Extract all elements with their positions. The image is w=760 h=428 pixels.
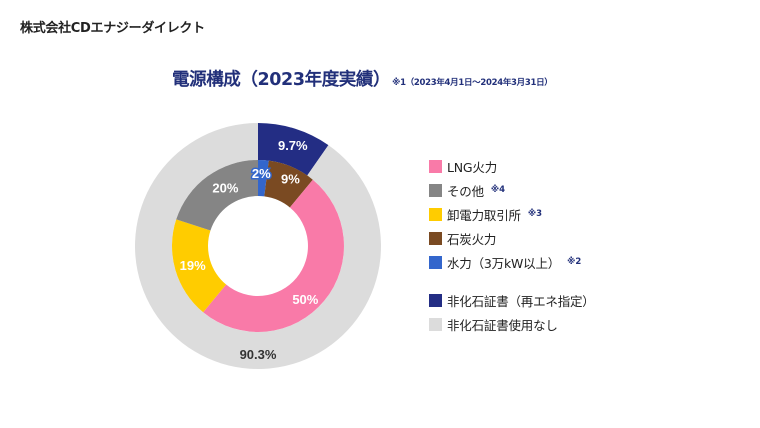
chart-title-note: ※1（2023年4月1日〜2024年3月31日） [392, 78, 553, 88]
legend-item-nonfossil-renewable: 非化石証書（再エネ指定） [429, 292, 595, 309]
inner-slice-hydro [258, 160, 269, 197]
slice-label-coal: 9% [281, 172, 300, 187]
inner-slice-coal [264, 160, 313, 208]
slice-label-other: 20% [212, 180, 238, 195]
legend-swatch [429, 207, 442, 221]
slice-label-jepx: 19% [180, 258, 206, 273]
company-name: 株式会社CDエナジーダイレクト [20, 21, 205, 36]
legend-item-jepx: 卸電力取引所 ※3 [429, 206, 542, 223]
legend-note: ※3 [527, 209, 542, 219]
outer-ring [134, 122, 381, 369]
outer-slice-nonfossil-unused [134, 122, 381, 369]
legend-label: 水力（3万kW以上） [447, 255, 561, 271]
legend-label: 石炭火力 [447, 231, 497, 247]
legend-item-lng: LNG火力 [429, 158, 498, 175]
legend-label: 卸電力取引所 [447, 207, 521, 223]
legend-swatch [429, 159, 442, 173]
outer-slice-nonfossil-renewable [258, 123, 329, 176]
inner-slice-other [176, 160, 258, 231]
slice-label-nonfossil-renewable: 9.7% [278, 138, 308, 153]
slice-label-lng: 50% [292, 292, 318, 307]
legend-note: ※2 [567, 257, 582, 267]
legend-item-other: その他 ※4 [429, 182, 506, 199]
chart-title: 電源構成（2023年度実績） [172, 70, 391, 90]
legend-item-hydro: 水力（3万kW以上） ※2 [429, 254, 582, 271]
legend-label: 非化石証書（再エネ指定） [447, 293, 595, 309]
inner-ring [171, 160, 344, 332]
legend-label: その他 [447, 183, 484, 199]
legend-swatch [429, 183, 442, 197]
legend-note: ※4 [490, 185, 506, 195]
chart-title-block: 電源構成（2023年度実績） ※1（2023年4月1日〜2024年3月31日） [172, 66, 553, 91]
legend-swatch [429, 293, 442, 307]
slice-label-nonfossil-unused: 90.3% [240, 347, 277, 362]
legend-swatch [429, 231, 442, 245]
legend-label: LNG火力 [447, 159, 498, 175]
legend-item-coal: 石炭火力 [429, 230, 497, 247]
slice-label-hydro: 2% [252, 166, 271, 181]
legend-swatch [429, 317, 442, 331]
inner-slice-lng [203, 179, 344, 332]
slice-labels: 2% 9% 50% 19% 20% 9.7% 90.3% [180, 138, 319, 362]
legend-swatch [429, 255, 442, 269]
inner-slice-jepx [171, 219, 227, 313]
legend-item-nonfossil-unused: 非化石証書使用なし [429, 316, 558, 333]
legend-label: 非化石証書使用なし [447, 317, 558, 333]
